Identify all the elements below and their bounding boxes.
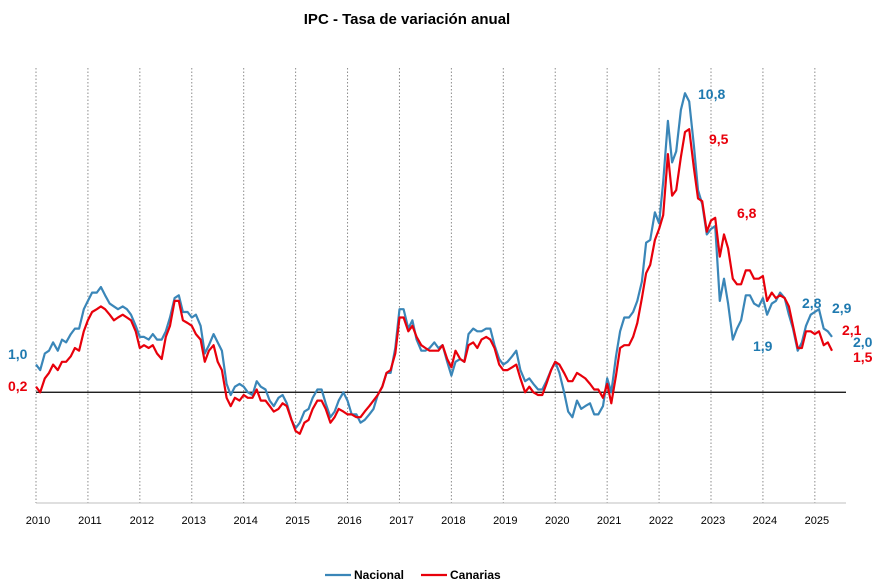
legend: Nacional Canarias (325, 568, 501, 582)
data-label: 2,8 (802, 295, 822, 311)
chart-title: IPC - Tasa de variación anual (304, 11, 510, 28)
series-lines (35, 92, 833, 435)
x-tick-label: 2020 (545, 515, 569, 527)
x-tick-labels: 2010 2011 2012 2013 2014 2015 2016 2017 2018 2019… (26, 515, 829, 527)
x-tick-label: 2010 (26, 515, 50, 527)
legend-label-nacional: Nacional (354, 568, 404, 582)
x-tick-label: 2025 (805, 515, 829, 527)
data-label: 1,5 (853, 349, 873, 365)
x-tick-label: 2022 (649, 515, 673, 527)
x-tick-label: 2018 (441, 515, 465, 527)
series-line-nacional (35, 92, 833, 430)
x-tick-label: 2013 (182, 515, 206, 527)
data-label: 6,8 (737, 205, 757, 221)
x-tick-label: 2021 (597, 515, 621, 527)
x-tick-label: 2017 (389, 515, 413, 527)
x-tick-label: 2023 (701, 515, 725, 527)
series-line-canarias (35, 128, 833, 435)
data-labels: 1,0 0,2 10,8 9,5 6,8 1,9 2,8 2,9 2,12,01,5 (8, 86, 873, 394)
data-label: 9,5 (709, 131, 729, 147)
data-label: 2,0 (853, 334, 873, 350)
data-label: 2,1 (842, 322, 862, 338)
x-tick-label: 2024 (753, 515, 777, 527)
x-tick-label: 2012 (130, 515, 154, 527)
data-label: 1,0 (8, 346, 28, 362)
data-label: 10,8 (698, 86, 725, 102)
data-label: 0,2 (8, 378, 28, 394)
x-tick-label: 2011 (78, 515, 102, 527)
data-label: 1,9 (753, 338, 773, 354)
data-label: 2,9 (832, 300, 852, 316)
year-gridlines (35, 68, 816, 503)
legend-label-canarias: Canarias (450, 568, 501, 582)
x-tick-label: 2014 (233, 515, 257, 527)
x-tick-label: 2015 (285, 515, 309, 527)
x-tick-label: 2016 (337, 515, 361, 527)
x-tick-label: 2019 (493, 515, 517, 527)
